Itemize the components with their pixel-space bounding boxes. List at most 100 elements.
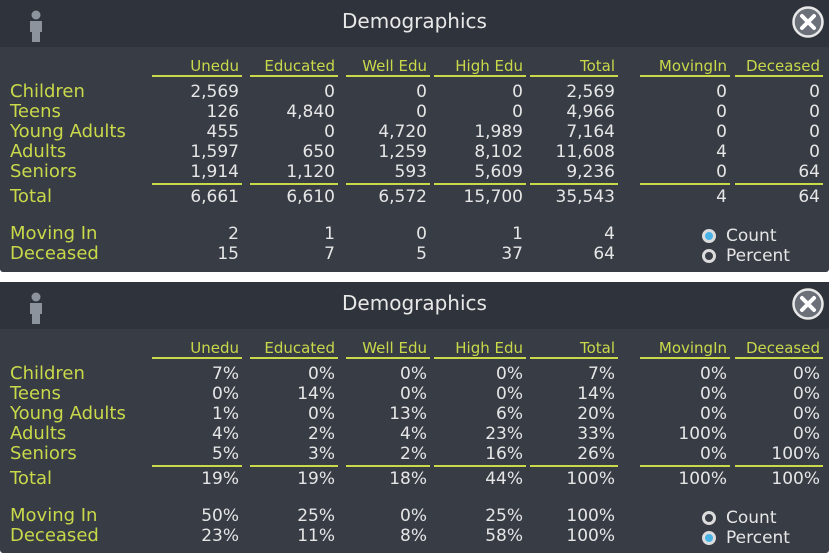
extra-row-label: Deceased: [10, 243, 99, 264]
total-separator: [250, 465, 338, 467]
table-cell: 6%: [496, 404, 523, 424]
total-cell: 6,572: [378, 187, 427, 207]
table-cell: 1,597: [190, 142, 239, 162]
total-cell: 19%: [201, 469, 239, 489]
radio-label: Percent: [726, 528, 790, 548]
extra-cell: 23%: [201, 526, 239, 546]
table-cell: 593: [394, 162, 427, 182]
table-cell: 23%: [485, 424, 523, 444]
radio-label: Percent: [726, 246, 790, 266]
row-label: Adults: [10, 141, 67, 162]
table-cell: 0%: [308, 364, 335, 384]
close-button[interactable]: [792, 288, 824, 320]
extra-cell: 1: [512, 224, 523, 244]
total-separator: [530, 183, 618, 185]
total-cell: 19%: [297, 469, 335, 489]
extra-cell: 0%: [400, 506, 427, 526]
table-cell: 8,102: [474, 142, 523, 162]
extra-row-label: Moving In: [10, 505, 98, 526]
row-label: Teens: [10, 383, 61, 404]
table-cell: 0%: [400, 384, 427, 404]
row-label: Children: [10, 363, 85, 384]
table-cell: 26%: [577, 444, 615, 464]
table-cell: 0: [324, 122, 335, 142]
table-cell: 11,608: [555, 142, 615, 162]
table-cell: 0: [716, 82, 727, 102]
total-cell: 6,661: [190, 187, 239, 207]
extra-cell: 100%: [566, 526, 615, 546]
table-cell: 4,840: [286, 102, 335, 122]
column-header: Educated: [250, 57, 338, 77]
table-cell: 64: [798, 162, 820, 182]
table-cell: 20%: [577, 404, 615, 424]
radio-button-icon: [702, 249, 716, 263]
row-label: Adults: [10, 423, 67, 444]
table-cell: 0: [324, 82, 335, 102]
radio-percent[interactable]: Percent: [701, 246, 816, 266]
table-cell: 7,164: [566, 122, 615, 142]
table-cell: 0%: [700, 384, 727, 404]
radio-button-icon: [702, 531, 716, 545]
total-cell: 35,543: [555, 187, 615, 207]
extra-cell: 58%: [485, 526, 523, 546]
column-header: MovingIn: [640, 339, 730, 359]
panel-title: Demographics: [342, 9, 487, 33]
table-cell: 1,989: [474, 122, 523, 142]
table-cell: 4%: [212, 424, 239, 444]
extra-cell: 25%: [297, 506, 335, 526]
table-cell: 0%: [496, 384, 523, 404]
column-header: Unedu: [152, 339, 242, 359]
row-label: Teens: [10, 101, 61, 122]
total-separator: [434, 183, 526, 185]
table-cell: 0%: [793, 384, 820, 404]
total-cell: 4: [716, 187, 727, 207]
extra-cell: 100%: [566, 506, 615, 526]
table-cell: 455: [206, 122, 239, 142]
table-cell: 1%: [212, 404, 239, 424]
total-cell: 15,700: [463, 187, 523, 207]
total-cell: 100%: [771, 469, 820, 489]
radio-percent[interactable]: Percent: [701, 528, 816, 548]
total-cell: 6,610: [286, 187, 335, 207]
extra-cell: 15: [217, 244, 239, 264]
table-cell: 0: [512, 82, 523, 102]
extra-cell: 0: [416, 224, 427, 244]
table-cell: 0%: [700, 364, 727, 384]
close-icon: [792, 6, 824, 42]
extra-cell: 8%: [400, 526, 427, 546]
table-cell: 5%: [212, 444, 239, 464]
close-icon: [792, 288, 824, 324]
table-cell: 126: [206, 102, 239, 122]
table-cell: 7%: [212, 364, 239, 384]
extra-cell: 64: [593, 244, 615, 264]
column-header: Deceased: [735, 339, 823, 359]
table-cell: 1,259: [378, 142, 427, 162]
extra-cell: 11%: [297, 526, 335, 546]
total-label: Total: [10, 468, 53, 489]
total-separator: [434, 465, 526, 467]
extra-row-label: Moving In: [10, 223, 98, 244]
table-cell: 0: [809, 142, 820, 162]
table-cell: 2,569: [566, 82, 615, 102]
table-cell: 5,609: [474, 162, 523, 182]
table-cell: 100%: [678, 424, 727, 444]
table-cell: 0%: [793, 424, 820, 444]
person-icon: [28, 292, 44, 328]
column-header: Well Edu: [346, 57, 430, 77]
radio-count[interactable]: Count: [701, 508, 816, 528]
column-header: MovingIn: [640, 57, 730, 77]
total-cell: 100%: [566, 469, 615, 489]
person-icon: [28, 10, 44, 46]
total-separator: [250, 183, 338, 185]
table-cell: 0: [809, 82, 820, 102]
extra-cell: 25%: [485, 506, 523, 526]
extra-cell: 5: [416, 244, 427, 264]
total-separator: [530, 465, 618, 467]
close-button[interactable]: [792, 6, 824, 38]
radio-count[interactable]: Count: [701, 226, 816, 246]
column-header: Total: [530, 57, 618, 77]
total-cell: 18%: [389, 469, 427, 489]
total-separator: [735, 465, 823, 467]
row-label: Seniors: [10, 161, 77, 182]
table-cell: 0: [716, 102, 727, 122]
